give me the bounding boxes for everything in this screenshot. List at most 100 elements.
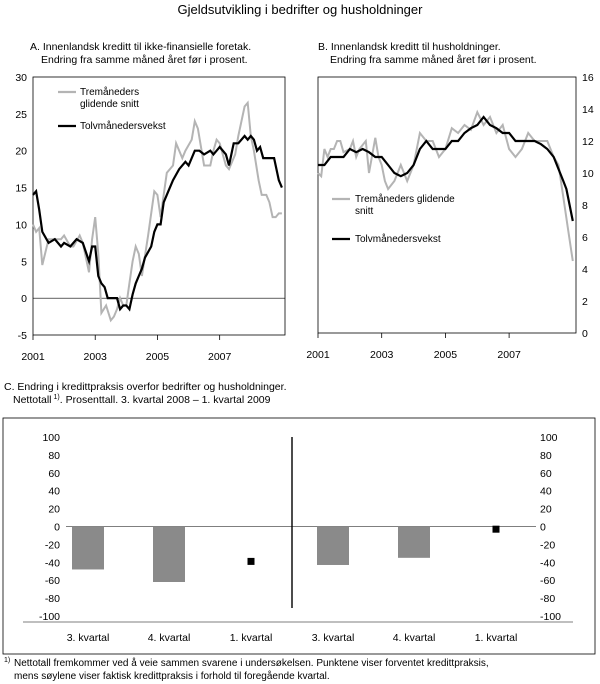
chart-b-title-line2: Endring fra samme måned året før i prose… <box>330 54 537 66</box>
chart-a-legend-label-tremaneders-1: Tremåneders <box>80 86 139 98</box>
chart-c-title-line2: Nettotall 1). Prosenttall. 3. kvartal 200… <box>13 394 271 406</box>
chart-c-y-tick-label-right: 100 <box>540 432 558 444</box>
chart-c-title-line1: C. Endring i kredittpraksis overfor bedr… <box>4 381 286 393</box>
chart-c: C. Endring i kredittpraksis overfor bedr… <box>2 381 596 655</box>
chart-c-y-tick-label-right: -100 <box>540 611 561 623</box>
chart-b-x-tick-label: 2001 <box>306 349 330 361</box>
chart-b-x-tick-label: 2003 <box>370 349 394 361</box>
chart-c-bar <box>317 526 349 565</box>
chart-c-y-tick-label-left: 0 <box>54 522 60 534</box>
chart-c-title-sup: 1) <box>54 394 60 401</box>
chart-c-y-tick-label-left: -20 <box>45 539 60 551</box>
chart-a-x-tick-label: 2001 <box>21 351 45 363</box>
chart-c-y-tick-label-left: 80 <box>48 450 60 462</box>
chart-b-series-tremaneders <box>317 109 574 262</box>
chart-a-y-ticks: 30 25 20 15 10 5 0 -5 <box>15 72 27 342</box>
footnote-line1: Nettotall fremkommer ved å veie sammen s… <box>14 657 489 669</box>
chart-c-category-label: 1. kvartal <box>230 632 273 644</box>
chart-c-category-label: 3. kvartal <box>67 632 110 644</box>
footnote-marker: 1) <box>4 657 10 664</box>
chart-c-category-label: 1. kvartal <box>475 632 518 644</box>
chart-b-legend-label-tremaneders-2: snitt <box>355 206 374 217</box>
chart-c-y-tick-label-right: -40 <box>540 557 555 569</box>
chart-a-y-tick-label: 15 <box>15 183 27 195</box>
chart-c-y-tick-label-left: -100 <box>39 611 60 623</box>
chart-c-y-ticks: 100 100 80 80 60 60 40 40 20 20 0 0 -20 -20 -40 -40 -60 -… <box>39 432 561 623</box>
chart-c-y-tick-label-right: 60 <box>540 468 552 480</box>
chart-a-x-ticks: 2001 2003 2005 2007 <box>21 335 232 363</box>
chart-a-series-tremaneders <box>32 100 282 323</box>
chart-c-y-tick-label-left: 60 <box>48 468 60 480</box>
chart-b-x-tick-label: 2007 <box>497 349 521 361</box>
chart-b-legend: Tremåneders glidende snitt Tolvmånedersv… <box>332 193 455 245</box>
chart-b-y-tick-label: 12 <box>582 136 594 148</box>
chart-c-x-labels: 3. kvartal 4. kvartal 1. kvartal 3. kvartal… <box>67 632 518 644</box>
chart-c-y-tick-label-right: -80 <box>540 593 555 605</box>
chart-a-y-tick-label: -5 <box>18 330 27 342</box>
chart-c-y-tick-label-left: -60 <box>45 575 60 587</box>
chart-a-title-line1: A. Innenlandsk kreditt til ikke-finansie… <box>30 41 251 53</box>
chart-a-frame <box>32 76 286 336</box>
chart-b-title-line1: B. Innenlandsk kreditt til husholdninger… <box>318 41 501 53</box>
chart-c-y-tick-label-right: 80 <box>540 450 552 462</box>
chart-a-x-tick-label: 2005 <box>146 351 170 363</box>
chart-a-x-tick-label: 2003 <box>84 351 108 363</box>
chart-a-y-tick-label: 10 <box>15 219 27 231</box>
chart-b-y-tick-label: 6 <box>582 232 588 244</box>
chart-a-y-tick-label: 25 <box>15 109 27 121</box>
chart-a-y-tick-label: 5 <box>21 256 27 268</box>
chart-c-bar <box>398 526 430 558</box>
chart-b-series-tolvmaneders <box>318 115 574 222</box>
chart-b-frame <box>317 76 577 334</box>
footnote: 1) Nettotall fremkommer ved å veie samme… <box>4 657 489 682</box>
chart-c-category-label: 4. kvartal <box>148 632 191 644</box>
chart-b-y-tick-label: 16 <box>582 72 594 84</box>
chart-c-y-tick-label-left: 20 <box>48 504 60 516</box>
chart-a-series-tolvmaneders <box>32 134 283 312</box>
chart-c-y-tick-label-left: -40 <box>45 557 60 569</box>
chart-c-y-tick-label-right: -60 <box>540 575 555 587</box>
chart-c-bar <box>72 526 104 570</box>
chart-a: A. Innenlandsk kreditt til ikke-finansie… <box>15 41 286 363</box>
chart-b-y-tick-label: 8 <box>582 200 588 212</box>
chart-c-markers <box>247 525 500 565</box>
chart-c-title-pre: Nettotall <box>13 394 52 406</box>
chart-c-y-tick-label-left: 100 <box>42 432 60 444</box>
chart-a-y-tick-label: 20 <box>15 146 27 158</box>
chart-b-x-ticks: 2001 2003 2005 2007 <box>306 333 521 361</box>
chart-c-bars <box>72 526 430 582</box>
footnote-line2: mens søylene viser faktisk kredittpraksi… <box>14 670 330 682</box>
chart-a-x-tick-label: 2007 <box>208 351 232 363</box>
chart-a-legend-label-tolvmaneders: Tolvmånedersvekst <box>80 120 166 132</box>
chart-b-y-tick-label: 14 <box>582 104 594 116</box>
page-title: Gjeldsutvikling i bedrifter og husholdni… <box>178 2 424 17</box>
chart-c-y-tick-label-left: -80 <box>45 593 60 605</box>
chart-c-expected-marker <box>492 525 500 533</box>
chart-a-title-line2: Endring fra samme måned året før i prose… <box>41 54 248 66</box>
chart-b-y-tick-label: 4 <box>582 264 588 276</box>
chart-c-category-label: 4. kvartal <box>393 632 436 644</box>
chart-a-legend: Tremåneders glidende snitt Tolvmånedersv… <box>58 86 166 132</box>
chart-b-y-tick-label: 10 <box>582 168 594 180</box>
chart-b-y-tick-label: 2 <box>582 296 588 308</box>
chart-b-y-tick-label: 0 <box>582 328 588 340</box>
chart-b-legend-label-tolvmaneders: Tolvmånedersvekst <box>355 233 441 245</box>
chart-b-y-ticks: 16 14 12 10 8 6 4 2 0 <box>582 72 594 340</box>
chart-a-y-tick-label: 0 <box>21 293 27 305</box>
chart-c-outer-frame <box>2 417 596 655</box>
chart-c-y-tick-label-right: -20 <box>540 539 555 551</box>
chart-c-y-tick-label-left: 40 <box>48 486 60 498</box>
chart-c-category-label: 3. kvartal <box>312 632 355 644</box>
chart-c-y-tick-label-right: 20 <box>540 504 552 516</box>
chart-c-title-post: . Prosenttall. 3. kvartal 2008 – 1. kvar… <box>60 394 271 406</box>
chart-c-y-tick-label-right: 40 <box>540 486 552 498</box>
chart-a-legend-label-tremaneders-2: glidende snitt <box>80 99 139 110</box>
chart-a-y-tick-label: 30 <box>15 72 27 84</box>
chart-b-legend-label-tremaneders-1: Tremåneders glidende <box>355 193 455 205</box>
chart-b-x-tick-label: 2005 <box>434 349 458 361</box>
chart-c-bar <box>153 526 185 582</box>
chart-c-y-tick-label-right: 0 <box>540 522 546 534</box>
chart-c-expected-marker <box>247 557 255 565</box>
chart-b: B. Innenlandsk kreditt til husholdninger… <box>306 41 594 361</box>
